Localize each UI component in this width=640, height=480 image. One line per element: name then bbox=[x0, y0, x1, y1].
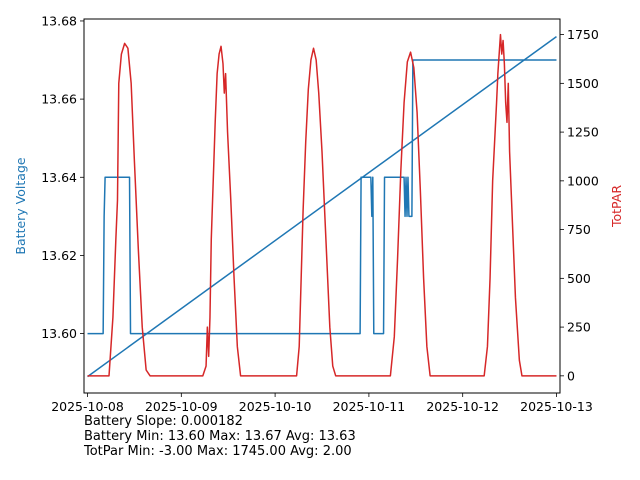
x-tick-label: 2025-10-10 bbox=[239, 399, 312, 414]
y-axis-left-label: Battery Voltage bbox=[13, 157, 28, 254]
y-right-tick-label: 1000 bbox=[567, 173, 599, 188]
battery-slope-text: Battery Slope: 0.000182 bbox=[84, 414, 243, 429]
x-tick-label: 2025-10-09 bbox=[145, 399, 218, 414]
y-left-tick-label: 13.62 bbox=[41, 248, 77, 263]
y-left-tick-label: 13.60 bbox=[41, 326, 77, 341]
x-tick-label: 2025-10-12 bbox=[426, 399, 499, 414]
y-left-tick-label: 13.64 bbox=[41, 170, 77, 185]
battery-voltage-line bbox=[87, 59, 557, 335]
stats-panel: Battery Slope: 0.000182 Battery Min: 13.6… bbox=[84, 414, 356, 459]
y-left-tick-label: 13.68 bbox=[41, 13, 77, 28]
battery-trend-line bbox=[87, 35, 557, 378]
y-right-tick-label: 1500 bbox=[567, 76, 599, 91]
battery-range-text: Battery Min: 13.60 Max: 13.67 Avg: 13.63 bbox=[84, 429, 356, 444]
x-tick-label: 2025-10-08 bbox=[51, 399, 124, 414]
y-axis-left: 13.60 13.62 13.64 13.66 13.68 bbox=[41, 13, 84, 341]
y-right-tick-label: 1750 bbox=[567, 27, 599, 42]
y-right-tick-label: 750 bbox=[567, 222, 591, 237]
y-axis-right: 0 250 500 750 1000 1250 1500 1750 bbox=[560, 27, 599, 383]
plot-area bbox=[83, 18, 561, 394]
y-axis-right-label: TotPAR bbox=[609, 185, 624, 228]
y-right-tick-label: 500 bbox=[567, 271, 591, 286]
y-left-tick-label: 13.66 bbox=[41, 92, 77, 107]
plot-frame bbox=[83, 18, 561, 394]
y-right-tick-label: 1250 bbox=[567, 125, 599, 140]
x-axis: 2025-10-08 2025-10-09 2025-10-10 2025-10-11… bbox=[51, 393, 593, 414]
y-right-tick-label: 0 bbox=[567, 368, 575, 383]
x-tick-label: 2025-10-11 bbox=[333, 399, 406, 414]
x-tick-label: 2025-10-13 bbox=[520, 399, 593, 414]
totpar-line bbox=[87, 33, 557, 377]
series-layer bbox=[87, 33, 557, 378]
y-right-tick-label: 250 bbox=[567, 320, 591, 335]
totpar-range-text: TotPar Min: -3.00 Max: 1745.00 Avg: 2.00 bbox=[84, 444, 352, 459]
